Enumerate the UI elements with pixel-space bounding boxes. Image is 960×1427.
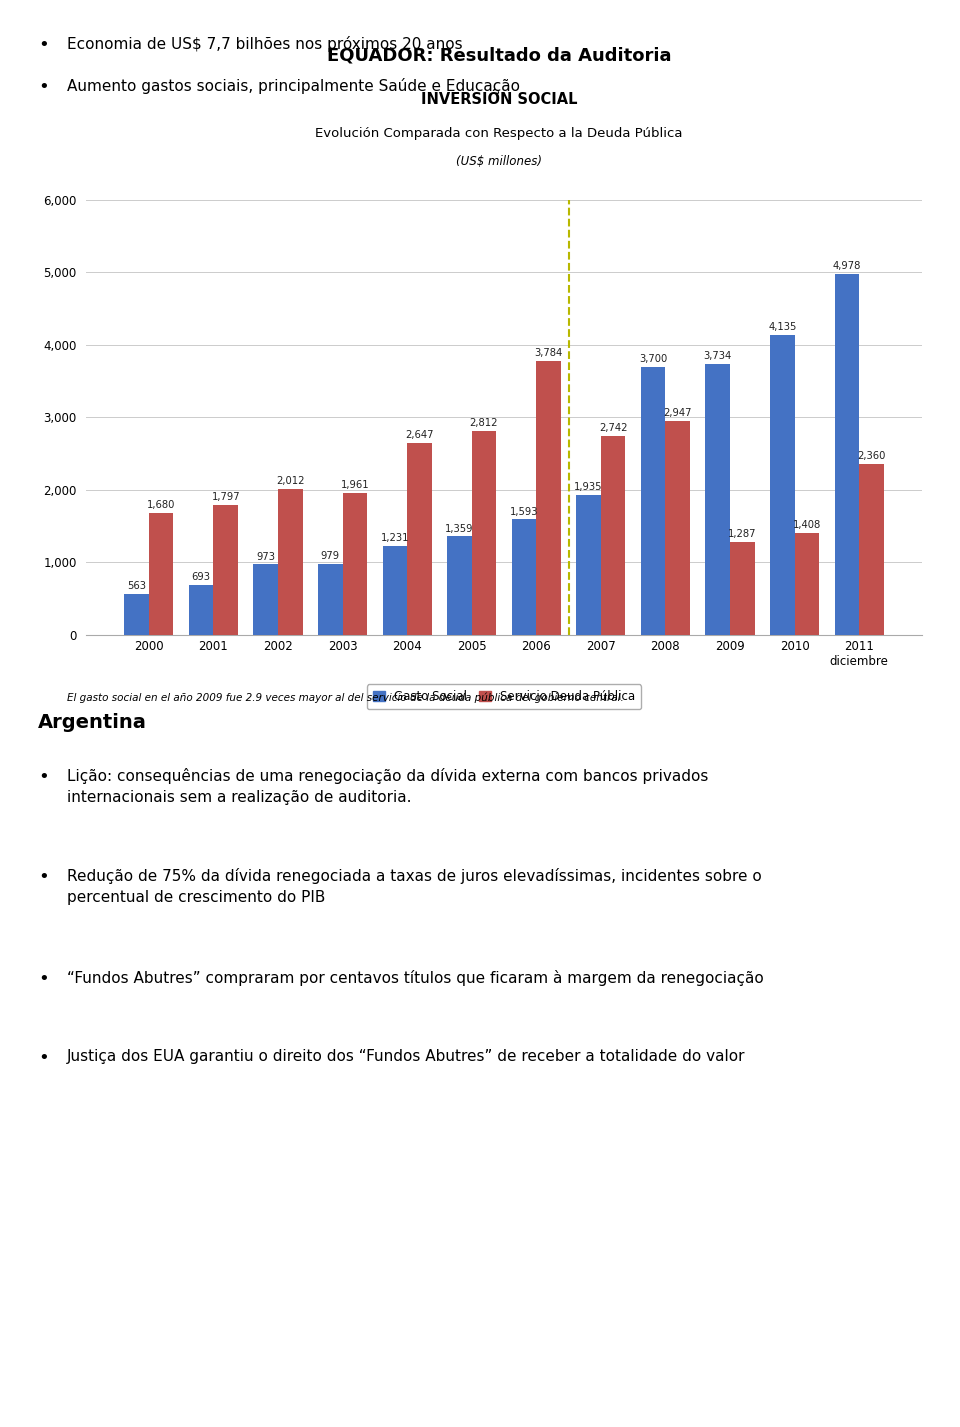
Bar xyxy=(318,564,343,635)
Text: Redução de 75% da dívida renegociada a taxas de juros elevadíssimas, incidentes : Redução de 75% da dívida renegociada a t… xyxy=(67,868,762,905)
Text: 1,935: 1,935 xyxy=(574,482,603,492)
Text: Economia de US$ 7,7 bilhões nos próximos 20 anos: Economia de US$ 7,7 bilhões nos próximos… xyxy=(67,36,463,51)
Text: Lição: consequências de uma renegociação da dívida externa com bancos privados
i: Lição: consequências de uma renegociação… xyxy=(67,768,708,805)
Bar xyxy=(706,364,730,635)
Bar xyxy=(407,442,432,635)
Text: 2,647: 2,647 xyxy=(405,430,434,440)
Text: Argentina: Argentina xyxy=(38,714,147,732)
Text: 3,700: 3,700 xyxy=(639,354,667,364)
Bar xyxy=(665,421,690,635)
Bar xyxy=(795,532,819,635)
Bar xyxy=(576,495,601,635)
Text: •: • xyxy=(38,970,49,989)
Text: 2,947: 2,947 xyxy=(663,408,692,418)
Bar xyxy=(834,274,859,635)
Text: EQUADOR: Resultado da Auditoria: EQUADOR: Resultado da Auditoria xyxy=(327,46,671,64)
Bar xyxy=(278,489,302,635)
Text: 3,734: 3,734 xyxy=(704,351,732,361)
Text: 693: 693 xyxy=(192,572,210,582)
Text: 1,287: 1,287 xyxy=(728,529,756,539)
Text: 1,680: 1,680 xyxy=(147,501,176,511)
Text: 979: 979 xyxy=(321,551,340,561)
Text: INVERSIÓN SOCIAL: INVERSIÓN SOCIAL xyxy=(420,91,578,107)
Text: 4,135: 4,135 xyxy=(768,323,797,332)
Text: 973: 973 xyxy=(256,551,276,562)
Text: 1,231: 1,231 xyxy=(380,532,409,542)
Bar xyxy=(125,594,149,635)
Bar xyxy=(383,545,407,635)
Bar xyxy=(641,367,665,635)
Text: •: • xyxy=(38,768,49,786)
Bar xyxy=(730,542,755,635)
Text: “Fundos Abutres” compraram por centavos títulos que ficaram à margem da renegoci: “Fundos Abutres” compraram por centavos … xyxy=(67,970,764,986)
Bar xyxy=(149,514,174,635)
Bar xyxy=(253,565,278,635)
Text: •: • xyxy=(38,1049,49,1067)
Text: Evolución Comparada con Respecto a la Deuda Pública: Evolución Comparada con Respecto a la De… xyxy=(316,127,683,140)
Bar xyxy=(770,335,795,635)
Bar xyxy=(537,361,561,635)
Text: 1,961: 1,961 xyxy=(341,479,370,489)
Text: •: • xyxy=(38,78,49,97)
Text: 563: 563 xyxy=(127,581,146,591)
Text: 3,784: 3,784 xyxy=(535,348,563,358)
Bar xyxy=(859,464,883,635)
Text: 1,408: 1,408 xyxy=(793,519,821,529)
Bar xyxy=(447,537,471,635)
Bar xyxy=(512,519,537,635)
Text: 2,360: 2,360 xyxy=(857,451,885,461)
Text: 2,812: 2,812 xyxy=(469,418,498,428)
Text: 1,593: 1,593 xyxy=(510,507,539,517)
Text: (US$ millones): (US$ millones) xyxy=(456,156,542,168)
Bar xyxy=(189,585,213,635)
Text: 1,797: 1,797 xyxy=(211,492,240,502)
Bar xyxy=(213,505,238,635)
Text: •: • xyxy=(38,36,49,54)
Bar xyxy=(601,437,625,635)
Text: 1,359: 1,359 xyxy=(445,524,473,534)
Legend: Gasto Social, Servicio Deuda Pública: Gasto Social, Servicio Deuda Pública xyxy=(367,685,641,709)
Text: •: • xyxy=(38,868,49,886)
Bar xyxy=(343,492,367,635)
Text: 2,742: 2,742 xyxy=(599,424,628,434)
Text: 4,978: 4,978 xyxy=(832,261,861,271)
Bar xyxy=(471,431,496,635)
Text: El gasto social en el año 2009 fue 2.9 veces mayor al del servicio de la deuda p: El gasto social en el año 2009 fue 2.9 v… xyxy=(67,692,624,702)
Text: Aumento gastos sociais, principalmente Saúde e Educação: Aumento gastos sociais, principalmente S… xyxy=(67,78,520,94)
Text: Justiça dos EUA garantiu o direito dos “Fundos Abutres” de receber a totalidade : Justiça dos EUA garantiu o direito dos “… xyxy=(67,1049,746,1065)
Text: 2,012: 2,012 xyxy=(276,477,304,487)
